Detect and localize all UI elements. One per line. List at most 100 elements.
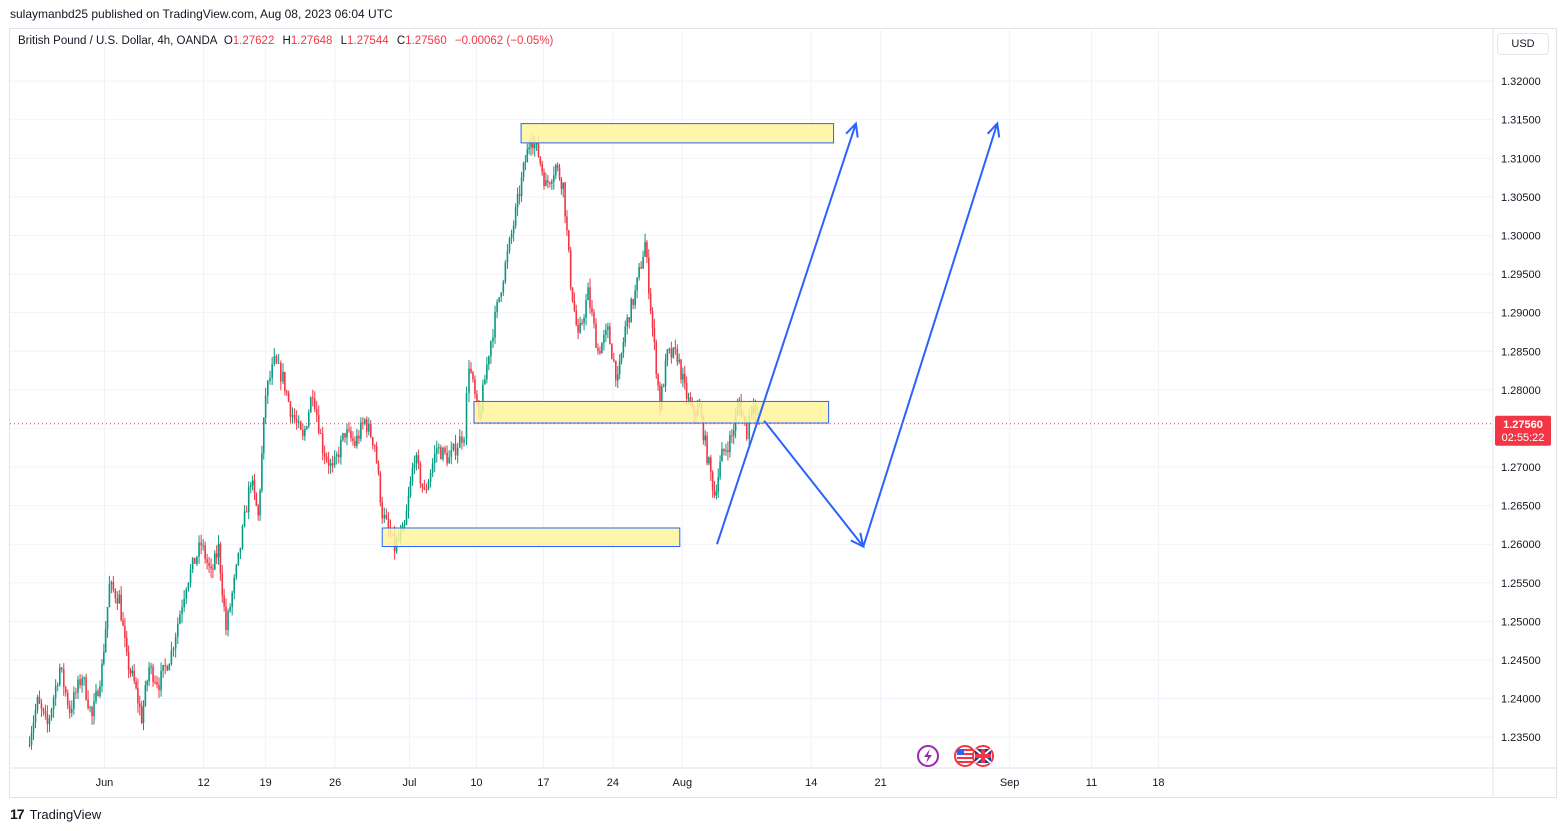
candle-body: [208, 562, 210, 567]
candle-body: [373, 445, 376, 447]
open-value: 1.27622: [232, 35, 275, 47]
close-label: C: [396, 35, 406, 47]
candle-body: [73, 692, 75, 709]
candle-body: [97, 690, 99, 697]
projection-arrows: [716, 121, 1001, 549]
candle-body: [103, 651, 105, 664]
candle-body: [674, 347, 677, 350]
candle-body: [269, 378, 271, 381]
candle-body: [148, 667, 150, 682]
candle-body: [346, 429, 348, 438]
low-label: L: [340, 35, 348, 47]
candle-body: [56, 684, 59, 686]
price-tick-label: 1.31500: [1501, 115, 1541, 127]
candle-body: [179, 614, 181, 624]
price-tick-label: 1.26500: [1501, 501, 1541, 513]
candle-body: [133, 670, 135, 682]
candle-body: [309, 397, 312, 413]
candle-body: [138, 703, 141, 707]
candle-body: [468, 368, 470, 393]
footer-brand[interactable]: 17 TradingView: [10, 806, 101, 822]
candle-body: [257, 505, 259, 516]
candle-body: [599, 351, 601, 354]
candle-body: [704, 435, 707, 441]
candle-body: [732, 430, 735, 436]
candle-body: [530, 143, 532, 148]
candle-body: [313, 398, 316, 410]
candle-body: [267, 380, 269, 396]
candle-body: [62, 669, 65, 688]
candle-body: [338, 454, 340, 458]
candle-body: [99, 686, 101, 697]
candle-body: [217, 544, 220, 558]
candle-body: [668, 348, 671, 350]
time-tick-label: 11: [1086, 777, 1097, 789]
candle-body: [187, 582, 190, 590]
candle-body: [666, 349, 669, 361]
candle-body: [181, 607, 183, 615]
symbol-title: British Pound / U.S. Dollar, 4h, OANDA: [18, 35, 218, 47]
candle-body: [537, 142, 540, 157]
candle-body: [235, 564, 238, 578]
candle-body: [70, 708, 73, 713]
candle-body: [387, 518, 390, 529]
candle-body: [277, 362, 280, 364]
candle-body: [54, 685, 57, 698]
candle-body: [125, 638, 128, 653]
candle-body: [672, 347, 675, 358]
candle-body: [721, 448, 723, 462]
candle-body: [502, 281, 505, 293]
candle-body: [295, 419, 298, 423]
candle-body: [297, 421, 300, 423]
price-tick-label: 1.31000: [1501, 153, 1541, 165]
candle-body: [282, 371, 284, 382]
candle-body: [609, 326, 611, 345]
candle-body: [118, 594, 121, 604]
candle-body: [593, 312, 595, 324]
candle-body: [307, 412, 310, 427]
candle-body: [348, 429, 350, 431]
price-tick-label: 1.24000: [1501, 694, 1541, 706]
candle-body: [52, 697, 55, 710]
time-tick-label: 12: [198, 777, 210, 789]
candle-body: [168, 664, 171, 671]
candle-body: [319, 432, 322, 434]
candle-body: [413, 463, 416, 468]
candle-body: [360, 422, 362, 439]
candle-body: [651, 311, 654, 328]
price-tick-label: 1.30500: [1501, 192, 1541, 204]
candle-body: [564, 182, 566, 217]
candle-body: [442, 447, 444, 460]
last-price-badge-bg: [1495, 415, 1551, 446]
candle-body: [417, 455, 420, 464]
candle-body: [642, 256, 644, 269]
candle-body: [104, 629, 107, 652]
candle-body: [261, 453, 263, 491]
candle-body: [419, 463, 422, 484]
candle-body: [377, 462, 380, 473]
candle-body: [532, 143, 534, 149]
candle-body: [342, 433, 344, 440]
candle-body: [368, 423, 370, 432]
candle-body: [646, 242, 648, 258]
candle-body: [108, 584, 111, 608]
candle-body: [60, 667, 63, 670]
candle-body: [620, 353, 623, 362]
candle-body: [289, 401, 292, 417]
candle-body: [731, 435, 733, 437]
tradingview-brand: TradingView: [29, 806, 102, 822]
currency-button[interactable]: USD: [1497, 33, 1549, 55]
candle-body: [664, 360, 667, 386]
price-axis: 1.23500 1.24000 1.24500 1.25000 1.25500 1.260…: [9, 28, 1557, 798]
candle-body: [533, 144, 536, 149]
candle-body: [748, 415, 751, 440]
price-tick-label: 1.24500: [1501, 655, 1541, 667]
candle-body: [482, 384, 484, 413]
candle-body: [632, 299, 634, 306]
candle-body: [411, 467, 414, 482]
candle-body: [729, 435, 731, 453]
candle-body: [302, 429, 304, 437]
candle-body: [409, 481, 412, 496]
candle-body: [524, 162, 527, 164]
